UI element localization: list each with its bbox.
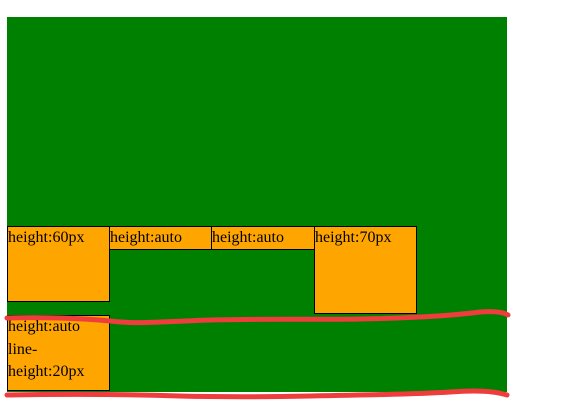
box-height-auto-line-height: height:auto line- height:20px [7,315,110,391]
box-label-line-3: height:20px [8,363,85,380]
box-height-auto-2: height:auto [211,226,315,250]
box-label-line-1: height:auto [8,318,80,335]
box-label: height:60px [8,229,85,246]
box-height-70px: height:70px [314,226,417,314]
box-height-60px: height:60px [7,226,110,302]
box-label: height:70px [315,229,392,246]
box-label-line-2: line- [8,340,38,358]
box-label: height:auto [110,229,182,246]
box-label: height:auto [212,229,284,246]
box-height-auto-1: height:auto [109,226,212,250]
